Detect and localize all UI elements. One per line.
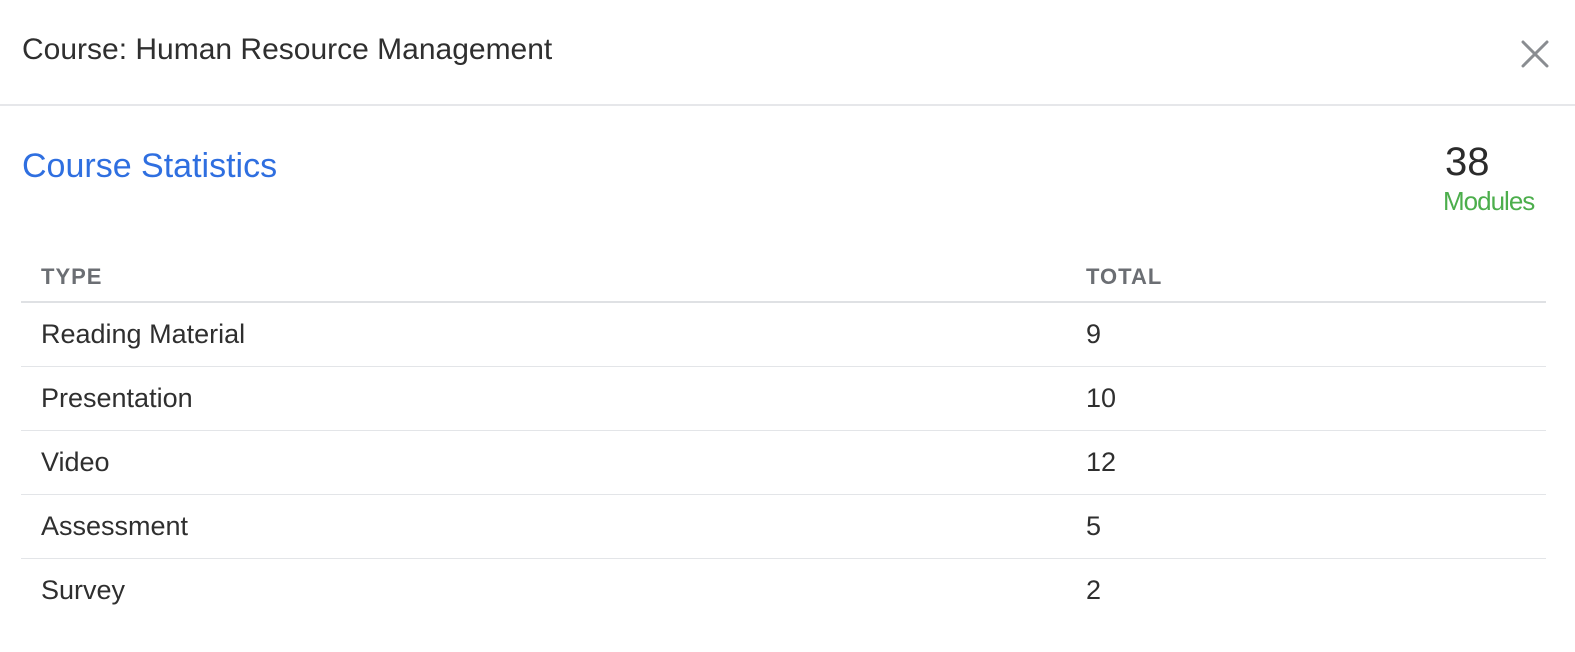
row-total: 10 — [1066, 366, 1546, 431]
row-total: 9 — [1066, 302, 1546, 367]
module-count-label: Modules — [1443, 186, 1535, 216]
module-count-number: 38 — [1445, 140, 1490, 184]
table-header-row: TYPE TOTAL — [21, 252, 1546, 303]
table-row: Survey 2 — [21, 558, 1546, 622]
table-row: Presentation 10 — [21, 366, 1546, 431]
row-total: 2 — [1086, 574, 1102, 605]
row-type: Video — [21, 430, 1066, 495]
row-type: Survey — [41, 574, 126, 605]
column-header-total: TOTAL — [1066, 252, 1546, 303]
column-header-type: TYPE — [21, 252, 1066, 303]
modal-body: Course Statistics 38 Modules TYPE TOTAL … — [0, 106, 1575, 652]
table-row: Assessment 5 — [21, 494, 1546, 559]
close-button[interactable] — [1519, 38, 1551, 70]
modal-title: Course: Human Resource Management — [22, 33, 553, 66]
table-row: Reading Material 9 — [21, 302, 1546, 367]
course-statistics-title: Course Statistics — [22, 147, 278, 185]
table-row: Video 12 — [21, 430, 1546, 495]
row-type: Assessment — [21, 494, 1066, 559]
modal-header: Course: Human Resource Management — [0, 0, 1575, 106]
row-type: Reading Material — [21, 302, 1066, 367]
row-type: Presentation — [21, 366, 1066, 431]
row-total: 12 — [1066, 430, 1546, 495]
close-icon — [1521, 40, 1549, 68]
row-total: 5 — [1066, 494, 1546, 559]
statistics-table: TYPE TOTAL Reading Material 9 Presentati… — [21, 252, 1546, 622]
